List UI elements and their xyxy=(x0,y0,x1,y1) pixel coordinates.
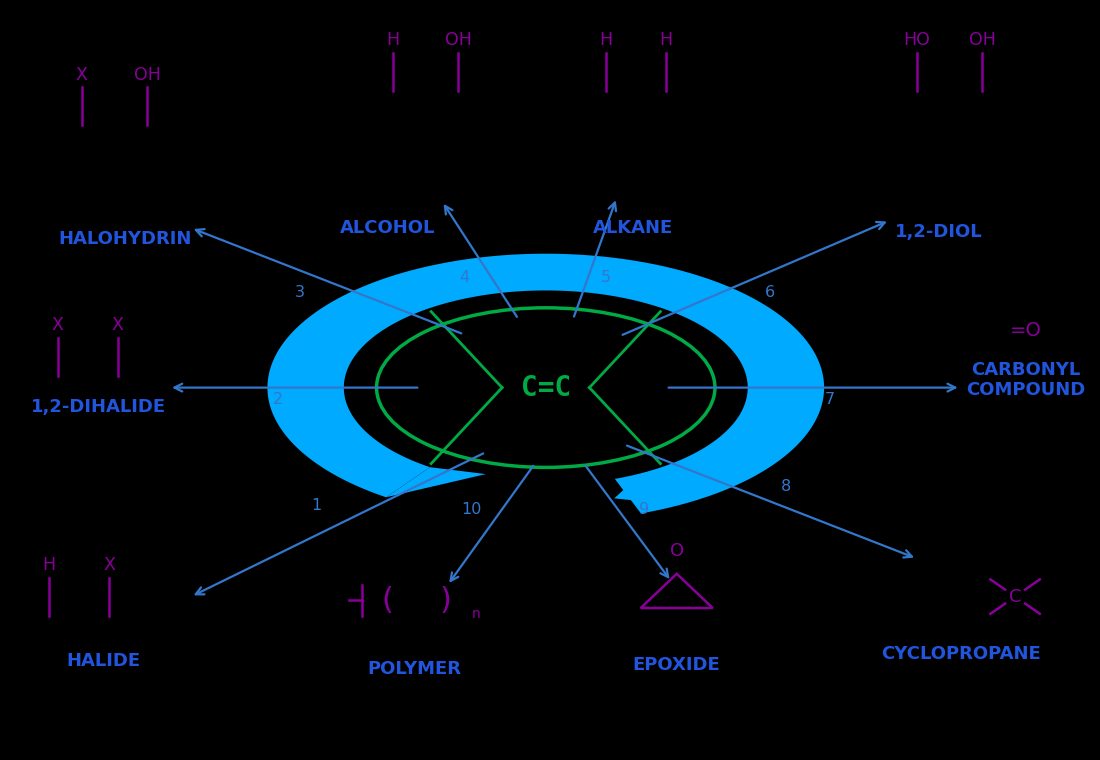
Text: X: X xyxy=(112,316,124,334)
Text: 4: 4 xyxy=(459,270,469,285)
Text: HO: HO xyxy=(903,31,931,49)
Text: =O: =O xyxy=(1010,321,1042,340)
Text: H: H xyxy=(600,31,613,49)
Text: H: H xyxy=(43,556,56,574)
Text: 7: 7 xyxy=(825,391,835,407)
Text: OH: OH xyxy=(134,65,161,84)
Text: ALKANE: ALKANE xyxy=(593,219,673,237)
Text: X: X xyxy=(52,316,64,334)
Text: 9: 9 xyxy=(639,502,649,517)
Text: ALCOHOL: ALCOHOL xyxy=(340,219,436,237)
Polygon shape xyxy=(386,467,486,497)
Text: n: n xyxy=(472,607,481,621)
Text: 1,2-DIOL: 1,2-DIOL xyxy=(895,223,982,241)
Text: H: H xyxy=(386,31,399,49)
Text: 3: 3 xyxy=(295,285,305,300)
Text: 2: 2 xyxy=(273,391,284,407)
Text: OH: OH xyxy=(446,31,472,49)
Text: (: ( xyxy=(382,586,394,615)
Text: 5: 5 xyxy=(601,270,610,285)
Text: HALOHYDRIN: HALOHYDRIN xyxy=(58,230,192,249)
Text: X: X xyxy=(76,65,88,84)
Text: OH: OH xyxy=(969,31,996,49)
Polygon shape xyxy=(656,469,711,500)
Polygon shape xyxy=(267,254,824,514)
Text: 8: 8 xyxy=(781,479,791,494)
Text: ): ) xyxy=(439,586,451,615)
Text: 1,2-DIHALIDE: 1,2-DIHALIDE xyxy=(31,397,166,416)
Text: H: H xyxy=(659,31,672,49)
Text: CYCLOPROPANE: CYCLOPROPANE xyxy=(881,644,1041,663)
Text: CARBONYL
COMPOUND: CARBONYL COMPOUND xyxy=(967,360,1086,400)
Text: C=C: C=C xyxy=(520,374,571,401)
Text: X: X xyxy=(103,556,116,574)
Polygon shape xyxy=(614,473,679,505)
Text: 10: 10 xyxy=(461,502,482,517)
Text: EPOXIDE: EPOXIDE xyxy=(632,656,721,674)
Text: 1: 1 xyxy=(311,498,321,513)
Text: C: C xyxy=(1009,587,1022,606)
Text: O: O xyxy=(670,542,684,560)
Text: 6: 6 xyxy=(764,285,774,300)
Text: POLYMER: POLYMER xyxy=(367,660,462,678)
Text: HALIDE: HALIDE xyxy=(67,652,141,670)
